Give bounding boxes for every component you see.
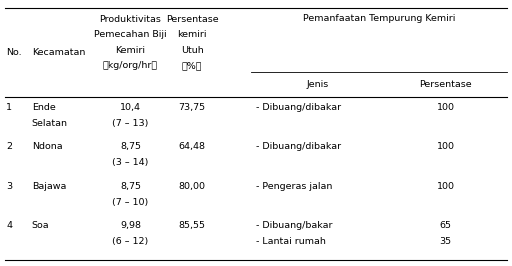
Text: 9,98: 9,98 (120, 221, 141, 230)
Text: 80,00: 80,00 (179, 182, 205, 191)
Text: Kecamatan: Kecamatan (32, 48, 85, 57)
Text: Ende: Ende (32, 103, 55, 112)
Text: - Dibuang/bakar: - Dibuang/bakar (256, 221, 332, 230)
Text: Jenis: Jenis (306, 80, 329, 89)
Text: （kg/org/hr）: （kg/org/hr） (103, 61, 158, 70)
Text: 64,48: 64,48 (179, 142, 205, 151)
Text: 8,75: 8,75 (120, 142, 141, 151)
Text: No.: No. (6, 48, 22, 57)
Text: (3 – 14): (3 – 14) (112, 158, 149, 167)
Text: Utuh: Utuh (181, 45, 203, 55)
Text: Pemanfaatan Tempurung Kemiri: Pemanfaatan Tempurung Kemiri (303, 14, 455, 23)
Text: - Lantai rumah: - Lantai rumah (256, 237, 326, 246)
Text: - Dibuang/dibakar: - Dibuang/dibakar (256, 103, 341, 112)
Text: 100: 100 (436, 103, 455, 112)
Text: 1: 1 (6, 103, 12, 112)
Text: 35: 35 (439, 237, 452, 246)
Text: (7 – 13): (7 – 13) (112, 119, 149, 128)
Text: Pemecahan Biji: Pemecahan Biji (94, 30, 167, 39)
Text: Soa: Soa (32, 221, 49, 230)
Text: Selatan: Selatan (32, 119, 68, 128)
Text: （%）: （%） (182, 61, 202, 70)
Text: Persentase: Persentase (419, 80, 472, 89)
Text: 85,55: 85,55 (179, 221, 205, 230)
Text: 100: 100 (436, 142, 455, 151)
Text: 65: 65 (439, 221, 452, 230)
Text: 4: 4 (6, 221, 12, 230)
Text: 73,75: 73,75 (179, 103, 205, 112)
Text: 2: 2 (6, 142, 12, 151)
Text: 100: 100 (436, 182, 455, 191)
Text: 8,75: 8,75 (120, 182, 141, 191)
Text: Kemiri: Kemiri (116, 45, 145, 55)
Text: Bajawa: Bajawa (32, 182, 66, 191)
Text: (7 – 10): (7 – 10) (113, 198, 148, 207)
Text: - Pengeras jalan: - Pengeras jalan (256, 182, 332, 191)
Text: 10,4: 10,4 (120, 103, 141, 112)
Text: Persentase: Persentase (166, 15, 218, 24)
Text: kemiri: kemiri (177, 30, 207, 39)
Text: 3: 3 (6, 182, 12, 191)
Text: - Dibuang/dibakar: - Dibuang/dibakar (256, 142, 341, 151)
Text: Ndona: Ndona (32, 142, 62, 151)
Text: Produktivitas: Produktivitas (100, 15, 161, 24)
Text: (6 – 12): (6 – 12) (113, 237, 148, 246)
